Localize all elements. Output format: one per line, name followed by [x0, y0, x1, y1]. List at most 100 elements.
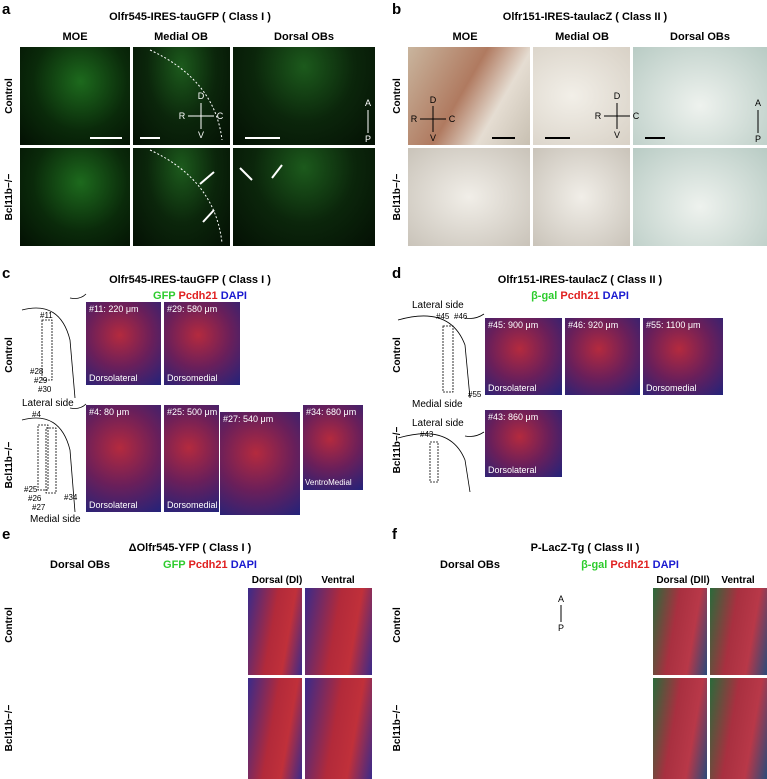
stain: β-gal — [531, 290, 558, 302]
region-label: Dorsomedial — [167, 373, 218, 383]
micrograph — [233, 148, 375, 246]
section-depth: #11: 220 μm — [89, 304, 139, 314]
side-label: Lateral side — [22, 398, 74, 409]
column-header: Dorsal OBs — [50, 559, 110, 571]
column-header: Dorsal OBs — [440, 559, 500, 571]
micrograph: #34: 680 μm VentroMedial — [303, 405, 363, 490]
side-label: Lateral side — [412, 418, 464, 429]
row-label: Control — [392, 78, 403, 114]
micrograph: #25: 500 μm Dorsomedial — [164, 405, 219, 512]
micrograph — [633, 47, 767, 145]
axis-label: A — [364, 98, 372, 108]
region-label: Dorsolateral — [89, 373, 138, 383]
stain-legend: β-gal Pcdh21 DAPI — [531, 291, 629, 302]
section-depth: #25: 500 μm — [167, 407, 218, 417]
micrograph: #46: 920 μm — [565, 318, 640, 395]
micrograph — [710, 588, 767, 675]
column-header: Medial OB — [154, 31, 208, 43]
section-depth: #45: 900 μm — [488, 320, 539, 330]
column-header: Dorsal (Dll) — [656, 575, 710, 586]
column-header: Medial OB — [555, 31, 609, 43]
axis-label: P — [557, 623, 565, 633]
section-depth: #43: 860 μm — [488, 412, 539, 422]
stain: β-gal — [581, 559, 608, 571]
panel-label: f — [392, 526, 397, 543]
micrograph — [305, 588, 372, 675]
micrograph: #43: 860 μm Dorsolateral — [485, 410, 562, 477]
micrograph: #55: 1100 μm Dorsomedial — [643, 318, 723, 395]
stain: DAPI — [230, 559, 257, 571]
axis-label: C — [216, 111, 224, 121]
stain-legend: GFP Pcdh21 DAPI — [153, 291, 247, 302]
section-label: #43 — [420, 430, 434, 439]
section-label: #26 — [28, 494, 42, 503]
micrograph: #45: 900 μm Dorsolateral — [485, 318, 562, 395]
micrograph: #27: 540 μm — [220, 412, 300, 515]
axis-label: A — [754, 98, 762, 108]
axis-label: P — [140, 626, 148, 636]
region-label: Dorsolateral — [488, 383, 537, 393]
axis-label: D — [197, 91, 205, 101]
micrograph — [653, 678, 707, 779]
stain: Pcdh21 — [188, 559, 228, 571]
panel-title: ΔOlfr545-YFP ( Class I ) — [128, 542, 252, 554]
stain: DAPI — [602, 290, 629, 302]
micrograph — [248, 588, 302, 675]
section-label: #45 — [436, 312, 450, 321]
row-label: Bcl11b−/− — [392, 704, 403, 752]
stain: Pcdh21 — [178, 290, 218, 302]
micrograph — [233, 47, 375, 145]
stain-legend: β-gal Pcdh21 DAPI — [581, 560, 679, 571]
row-label: Control — [4, 337, 15, 373]
column-header: Dorsal OBs — [274, 31, 334, 43]
column-header: Dorsal (Dl) — [251, 575, 303, 586]
row-label: Bcl11b−/− — [4, 704, 15, 752]
column-header: Ventral — [321, 575, 355, 586]
region-label: VentroMedial — [305, 478, 352, 487]
axis-label: R — [594, 111, 602, 121]
section-depth: #55: 1100 μm — [646, 320, 701, 330]
section-depth: #46: 920 μm — [568, 320, 619, 330]
region-label: Dorsomedial — [646, 383, 697, 393]
column-header: MOE — [62, 31, 88, 43]
section-label: #25 — [24, 485, 38, 494]
region-label: Dorsolateral — [488, 465, 537, 475]
section-label: #27 — [32, 503, 46, 512]
stain: DAPI — [220, 290, 247, 302]
panel-title: P-LacZ-Tg ( Class II ) — [530, 542, 640, 554]
micrograph — [20, 47, 130, 145]
axis-label: C — [632, 111, 640, 121]
micrograph — [633, 148, 767, 246]
row-label: Control — [392, 337, 403, 373]
panel-label: b — [392, 1, 402, 18]
micrograph: #4: 80 μm Dorsolateral — [86, 405, 161, 512]
row-label: Control — [392, 607, 403, 643]
side-label: Medial side — [30, 514, 81, 525]
section-depth: #4: 80 μm — [89, 407, 130, 417]
section-label: #4 — [32, 410, 41, 419]
axis-label: A — [557, 594, 565, 604]
micrograph — [133, 47, 230, 145]
section-label: #28 — [30, 367, 44, 376]
panel-label: a — [2, 1, 11, 18]
section-depth: #34: 680 μm — [306, 407, 357, 417]
micrograph: #29: 580 μm Dorsomedial — [164, 302, 240, 385]
side-label: Lateral side — [412, 300, 464, 311]
panel-label: e — [2, 526, 11, 543]
stain-legend: GFP Pcdh21 DAPI — [163, 560, 257, 571]
stain: GFP — [163, 559, 186, 571]
micrograph — [20, 148, 130, 246]
axis-label: A — [140, 597, 148, 607]
micrograph — [408, 148, 530, 246]
stain: DAPI — [652, 559, 679, 571]
panel-title: Olfr545-IRES-tauGFP ( Class I ) — [109, 11, 271, 23]
section-depth: #29: 580 μm — [167, 304, 218, 314]
micrograph — [133, 148, 230, 246]
section-label: #34 — [64, 493, 78, 502]
panel-title: Olfr151-IRES-taulacZ ( Class II ) — [497, 274, 663, 286]
panel-title: Olfr151-IRES-taulacZ ( Class II ) — [502, 11, 668, 23]
axis-label: R — [178, 111, 186, 121]
row-label: Control — [4, 607, 15, 643]
micrograph: #11: 220 μm Dorsolateral — [86, 302, 161, 385]
